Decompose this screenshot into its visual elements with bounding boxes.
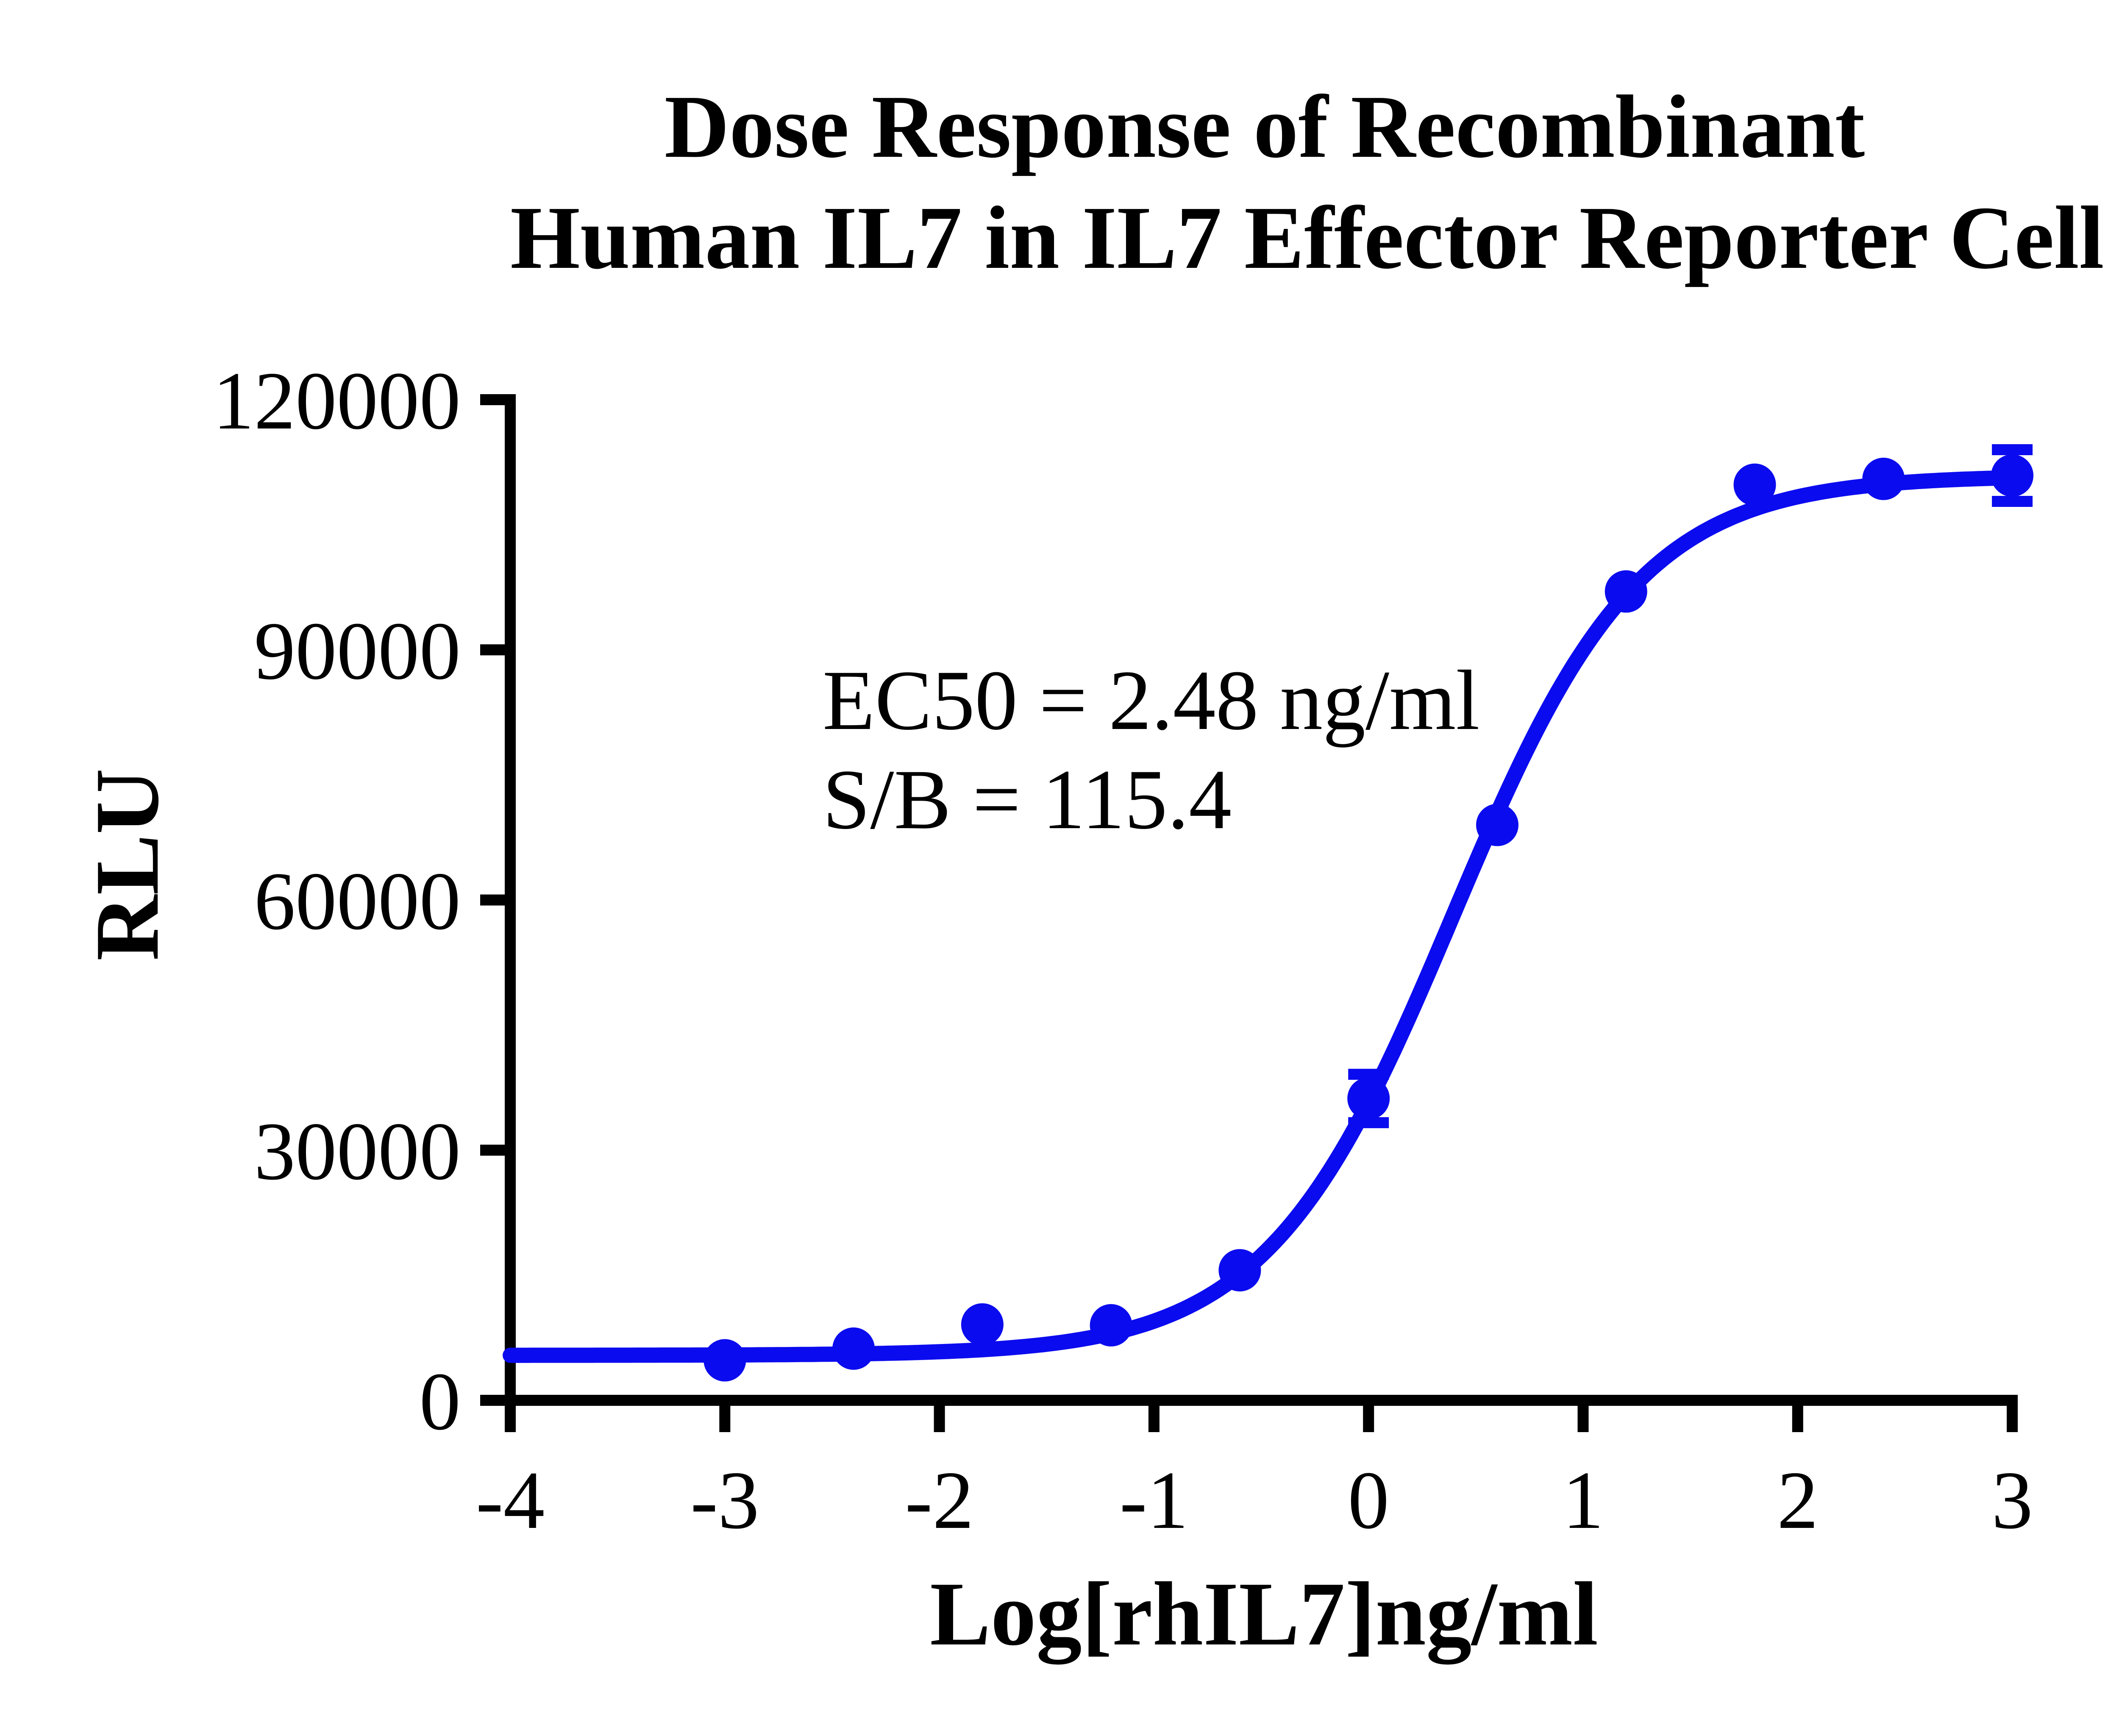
data-point [1733,463,1776,506]
y-tick [480,644,505,656]
data-point [832,1327,875,1370]
x-axis-title: Log[rhIL7]ng/ml [930,1563,1598,1664]
data-point [1347,1077,1390,1120]
data-point [704,1339,746,1382]
signal-to-background-text: S/B = 115.4 [823,752,1232,847]
ec50-value-text: EC50 = 2.48 ng/ml [823,653,1480,748]
y-tick [480,894,505,906]
y-tick-label: 60000 [254,856,461,947]
data-point [1862,457,1905,500]
x-tick [1363,1406,1374,1432]
data-point [1991,454,2034,497]
x-tick [1792,1406,1803,1432]
x-tick-label: 0 [1348,1455,1389,1546]
y-axis-line [505,394,516,1406]
data-point [961,1303,1004,1346]
x-tick [505,1406,516,1432]
x-tick-label: -2 [905,1455,973,1546]
y-tick-label: 120000 [213,355,461,447]
data-point [1605,570,1647,613]
data-point [1090,1304,1132,1347]
y-tick-label: 0 [420,1356,461,1447]
chart-title-line-1: Dose Response of Recombinant [664,77,1865,176]
y-axis-title: RLU [76,768,178,961]
x-tick-label: -4 [476,1455,545,1546]
y-tick [480,394,505,405]
y-tick-label: 30000 [254,1106,461,1197]
data-point [1218,1249,1261,1292]
fit-annotation: EC50 = 2.48 ng/ml S/B = 115.4 [823,651,1479,849]
x-tick [934,1406,945,1432]
x-tick-label: -3 [690,1455,759,1546]
x-tick-label: -1 [1120,1455,1188,1546]
y-tick [480,1144,505,1156]
x-tick [1148,1406,1160,1432]
data-point [1476,804,1518,846]
chart-title-line-2: Human IL7 in IL7 Effector Reporter Cell（… [510,188,2119,287]
x-tick [1577,1406,1589,1432]
x-tick-label: 3 [1991,1455,2033,1546]
chart-title: Dose Response of Recombinant Human IL7 i… [510,71,2119,293]
x-axis-line [505,1395,2018,1406]
x-tick [719,1406,731,1432]
y-tick [480,1395,505,1406]
x-tick [2007,1406,2018,1432]
x-tick-label: 2 [1777,1455,1819,1546]
y-tick-label: 90000 [254,605,461,697]
x-tick-label: 1 [1563,1455,1604,1546]
fit-curve [503,470,2020,1363]
